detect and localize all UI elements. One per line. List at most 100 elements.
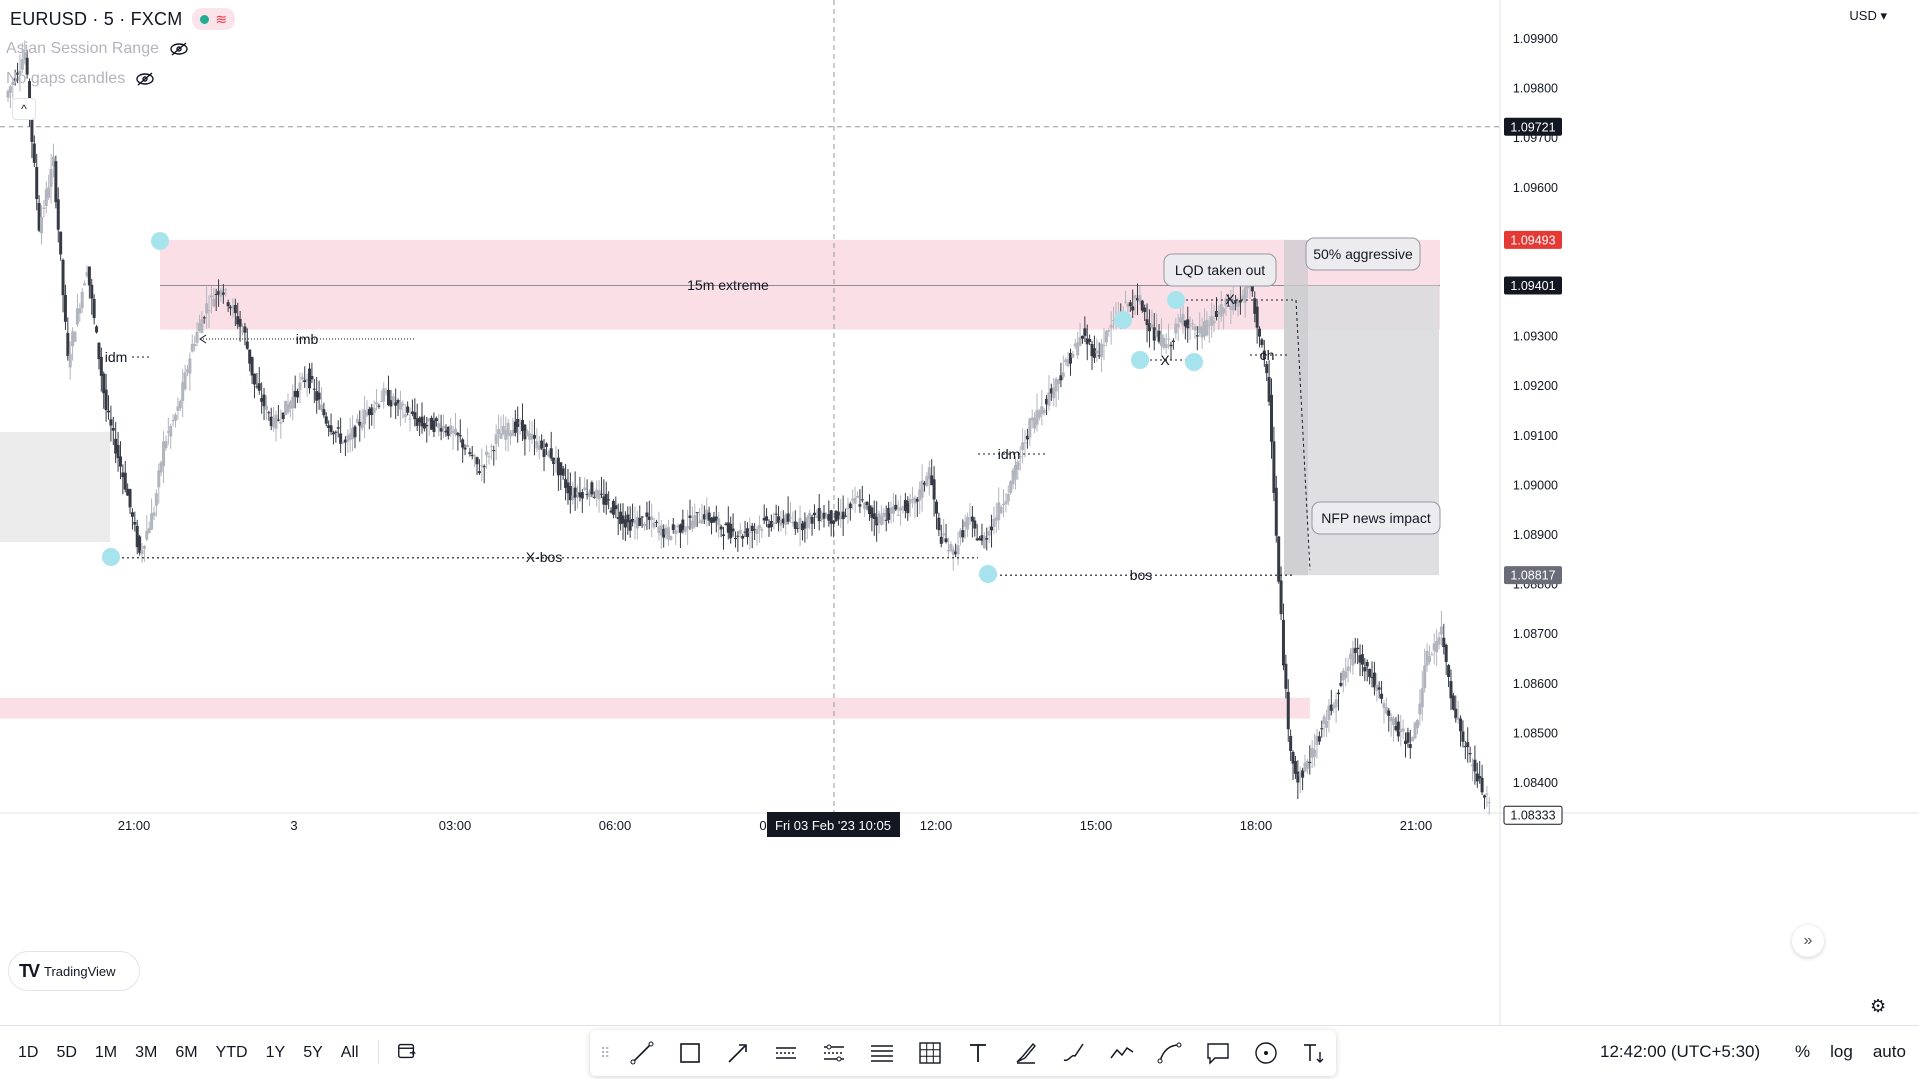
candle-body bbox=[1095, 350, 1099, 354]
candle-body bbox=[32, 143, 36, 163]
scroll-to-realtime-button[interactable]: » bbox=[1792, 925, 1824, 957]
candle-body bbox=[504, 429, 508, 440]
price-badge bbox=[1504, 230, 1562, 249]
candle-body bbox=[951, 549, 955, 556]
range-3m[interactable]: 3M bbox=[135, 1044, 158, 1061]
candle-body bbox=[396, 400, 400, 404]
candle-body bbox=[927, 467, 931, 480]
eye-off-icon[interactable] bbox=[169, 42, 189, 56]
candle-body bbox=[209, 295, 213, 298]
range-1y[interactable]: 1Y bbox=[265, 1044, 286, 1061]
candle-body bbox=[650, 516, 654, 521]
grid-icon[interactable] bbox=[916, 1039, 944, 1067]
goto-date-icon[interactable] bbox=[396, 1040, 420, 1064]
range-1m[interactable]: 1M bbox=[94, 1044, 118, 1061]
symbol-title[interactable]: EURUSD · 5 · FXCM bbox=[10, 8, 183, 29]
curve-icon[interactable] bbox=[1156, 1039, 1184, 1067]
candle-body bbox=[1274, 487, 1278, 536]
candle-body bbox=[135, 525, 139, 548]
arrow-icon[interactable] bbox=[724, 1039, 752, 1067]
candle-body bbox=[1128, 302, 1132, 307]
eye-off-icon[interactable] bbox=[135, 72, 155, 86]
candle-body bbox=[714, 516, 718, 521]
indicator-no-gaps[interactable]: No gaps candles bbox=[6, 70, 155, 88]
candle-body bbox=[741, 535, 745, 539]
range-5y[interactable]: 5Y bbox=[303, 1044, 323, 1061]
candle-body bbox=[121, 472, 125, 478]
tradingview-logo[interactable]: TV TradingView bbox=[8, 951, 140, 991]
indicator-asian-session[interactable]: Asian Session Range bbox=[6, 40, 189, 58]
candle-body bbox=[363, 409, 367, 425]
candle-body bbox=[238, 319, 242, 327]
drag-handle-icon[interactable]: ⠿ bbox=[600, 1044, 611, 1061]
regression-trend-icon[interactable] bbox=[820, 1039, 848, 1067]
time-tick: 21:00 bbox=[118, 818, 151, 833]
candle-body bbox=[1325, 720, 1329, 728]
candle-body bbox=[554, 460, 558, 463]
candle-body bbox=[1478, 776, 1482, 779]
market-status-pill[interactable]: ≋ bbox=[192, 8, 236, 30]
candle-body bbox=[236, 316, 240, 325]
candle-body bbox=[95, 326, 99, 333]
candle-body bbox=[300, 376, 304, 380]
symbol-header[interactable]: EURUSD · 5 · FXCM ≋ bbox=[10, 8, 236, 30]
candle-body bbox=[217, 291, 221, 295]
text-anchor-icon[interactable] bbox=[1300, 1039, 1328, 1067]
candle-body bbox=[1380, 693, 1384, 699]
chart-settings-icon[interactable]: ⚙ bbox=[1870, 996, 1887, 1016]
percent-scale-toggle[interactable]: % bbox=[1795, 1042, 1811, 1061]
currency-selector[interactable]: USD ▾ bbox=[1849, 8, 1887, 23]
price-tick: 1.09200 bbox=[1513, 379, 1558, 393]
candle-body bbox=[47, 187, 51, 198]
rectangle-icon[interactable] bbox=[676, 1039, 704, 1067]
callout-icon[interactable] bbox=[1204, 1039, 1232, 1067]
range-ytd[interactable]: YTD bbox=[215, 1044, 248, 1061]
candle-body bbox=[212, 298, 216, 307]
trend-line-icon[interactable] bbox=[628, 1039, 656, 1067]
candle-body bbox=[923, 482, 927, 485]
candle-body bbox=[844, 515, 848, 517]
range-5d[interactable]: 5D bbox=[56, 1044, 77, 1061]
candle-body bbox=[1413, 722, 1417, 739]
log-scale-toggle[interactable]: log bbox=[1830, 1042, 1853, 1061]
brush-icon[interactable] bbox=[1012, 1039, 1040, 1067]
price-chart[interactable]: 15m extreme imb idm idm X-bos bos X X ch LQD take… bbox=[0, 0, 1919, 1025]
price-badge bbox=[1503, 805, 1563, 825]
candle-body bbox=[159, 462, 163, 473]
candle-body bbox=[958, 530, 962, 538]
candle-body bbox=[102, 373, 106, 394]
candle-body bbox=[434, 418, 438, 422]
candle-body bbox=[1234, 300, 1238, 304]
price-badge-label: 1.08817 bbox=[1510, 569, 1555, 583]
horizontal-lines-icon[interactable] bbox=[868, 1039, 896, 1067]
range-6m[interactable]: 6M bbox=[175, 1044, 198, 1061]
path-icon[interactable] bbox=[1060, 1039, 1088, 1067]
candle-body bbox=[810, 517, 814, 524]
parallel-channel-icon[interactable] bbox=[772, 1039, 800, 1067]
clock-timezone[interactable]: 12:42:00 (UTC+5:30) bbox=[1600, 1042, 1761, 1061]
candle-body bbox=[1183, 320, 1187, 327]
candle-body bbox=[987, 531, 991, 536]
text-icon[interactable] bbox=[964, 1039, 992, 1067]
candle-body bbox=[219, 289, 223, 297]
candle-body bbox=[1375, 684, 1379, 691]
candle-body bbox=[1150, 324, 1154, 328]
polyline-icon[interactable] bbox=[1108, 1039, 1136, 1067]
candle-body bbox=[1382, 703, 1386, 709]
candle-body bbox=[1226, 305, 1230, 307]
collapse-legend-button[interactable]: ^ bbox=[12, 98, 36, 120]
auto-scale-toggle[interactable]: auto bbox=[1872, 1042, 1906, 1061]
circle-icon[interactable] bbox=[1252, 1039, 1280, 1067]
candle-body bbox=[406, 406, 410, 413]
candle-body bbox=[28, 81, 32, 114]
candle-body bbox=[1004, 501, 1008, 505]
price-badge-label: 1.09721 bbox=[1510, 120, 1555, 134]
candle-body bbox=[367, 409, 371, 416]
range-1d[interactable]: 1D bbox=[18, 1044, 39, 1061]
candle-body bbox=[710, 518, 714, 523]
candle-body bbox=[296, 390, 300, 398]
candle-body bbox=[592, 496, 596, 498]
time-tick: 18:00 bbox=[1240, 818, 1273, 833]
range-all[interactable]: All bbox=[340, 1044, 359, 1061]
price-badge-label: 1.08333 bbox=[1510, 809, 1555, 823]
